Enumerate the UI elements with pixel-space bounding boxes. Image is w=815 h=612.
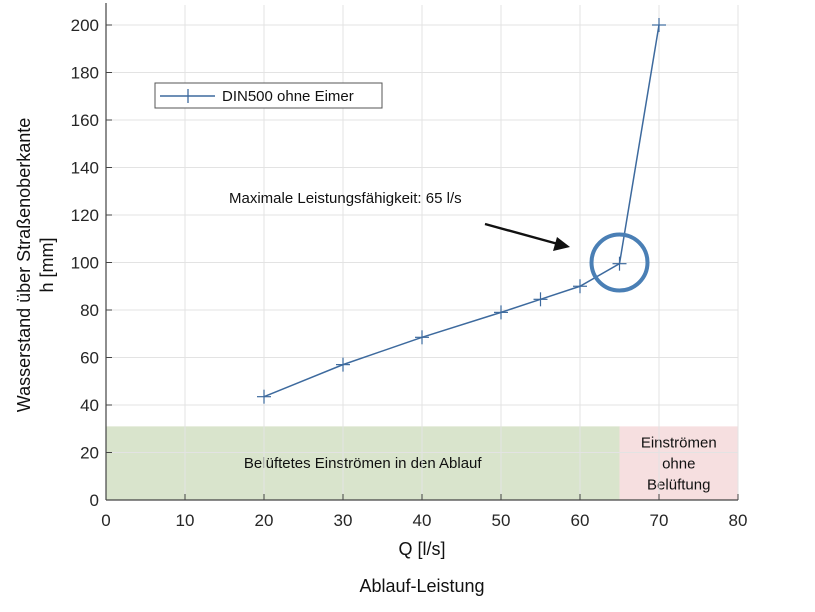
axes: [105, 3, 739, 501]
region-label-1-0: Einströmen: [641, 434, 717, 451]
annotations: Maximale Leistungsfähigkeit: 65 l/s: [229, 190, 650, 293]
region-label-0: Belüftetes Einströmen in den Ablauf: [244, 455, 482, 472]
data-series: [257, 18, 666, 404]
x-tick-label: 10: [176, 511, 195, 530]
x-tick-label: 30: [334, 511, 353, 530]
y-axis-label-line2: h [mm]: [37, 237, 57, 292]
annotation-max-capacity: Maximale Leistungsfähigkeit: 65 l/s: [229, 190, 462, 207]
x-tick-label: 60: [571, 511, 590, 530]
x-tick-label: 70: [650, 511, 669, 530]
series-line: [263, 24, 660, 398]
y-tick-label: 100: [71, 254, 99, 273]
region-1: [619, 426, 738, 500]
legend: DIN500 ohne Eimer: [154, 82, 383, 109]
x-tick-label: 80: [729, 511, 748, 530]
y-tick-label: 80: [80, 301, 99, 320]
x-axis-secondary-label: Ablauf-Leistung: [359, 576, 484, 596]
y-tick-label: 120: [71, 206, 99, 225]
x-axis-label: Q [l/s]: [398, 539, 445, 559]
y-tick-label: 180: [71, 64, 99, 83]
highlight-circle: [589, 232, 650, 293]
grid-lines: [105, 5, 739, 501]
y-tick-label: 60: [80, 349, 99, 368]
y-tick-label: 20: [80, 444, 99, 463]
annotation-arrow-head: [553, 237, 570, 251]
legend-label: DIN500 ohne Eimer: [222, 88, 354, 105]
x-tick-label: 0: [101, 511, 110, 530]
y-tick-label: 160: [71, 111, 99, 130]
y-tick-label: 140: [71, 159, 99, 178]
tick-labels: 0 10 20 30 40 50 60 70 80 0 20 40 60 80 100 120 140 160 18…: [71, 16, 748, 530]
region-0: [106, 426, 620, 500]
y-tick-label: 200: [71, 16, 99, 35]
x-tick-label: 50: [492, 511, 511, 530]
region-label-1-2: Belüftung: [647, 476, 710, 493]
x-tick-label: 20: [255, 511, 274, 530]
region-label-1-1: ohne: [662, 455, 695, 472]
y-tick-label: 0: [90, 491, 99, 510]
y-tick-label: 40: [80, 396, 99, 415]
shaded-regions: Belüftetes Einströmen in den Ablauf Einst…: [106, 426, 738, 500]
annotation-arrow-line: [484, 222, 559, 246]
x-tick-label: 40: [413, 511, 432, 530]
y-axis-label-line1: Wasserstand über Straßenoberkante: [14, 118, 34, 413]
